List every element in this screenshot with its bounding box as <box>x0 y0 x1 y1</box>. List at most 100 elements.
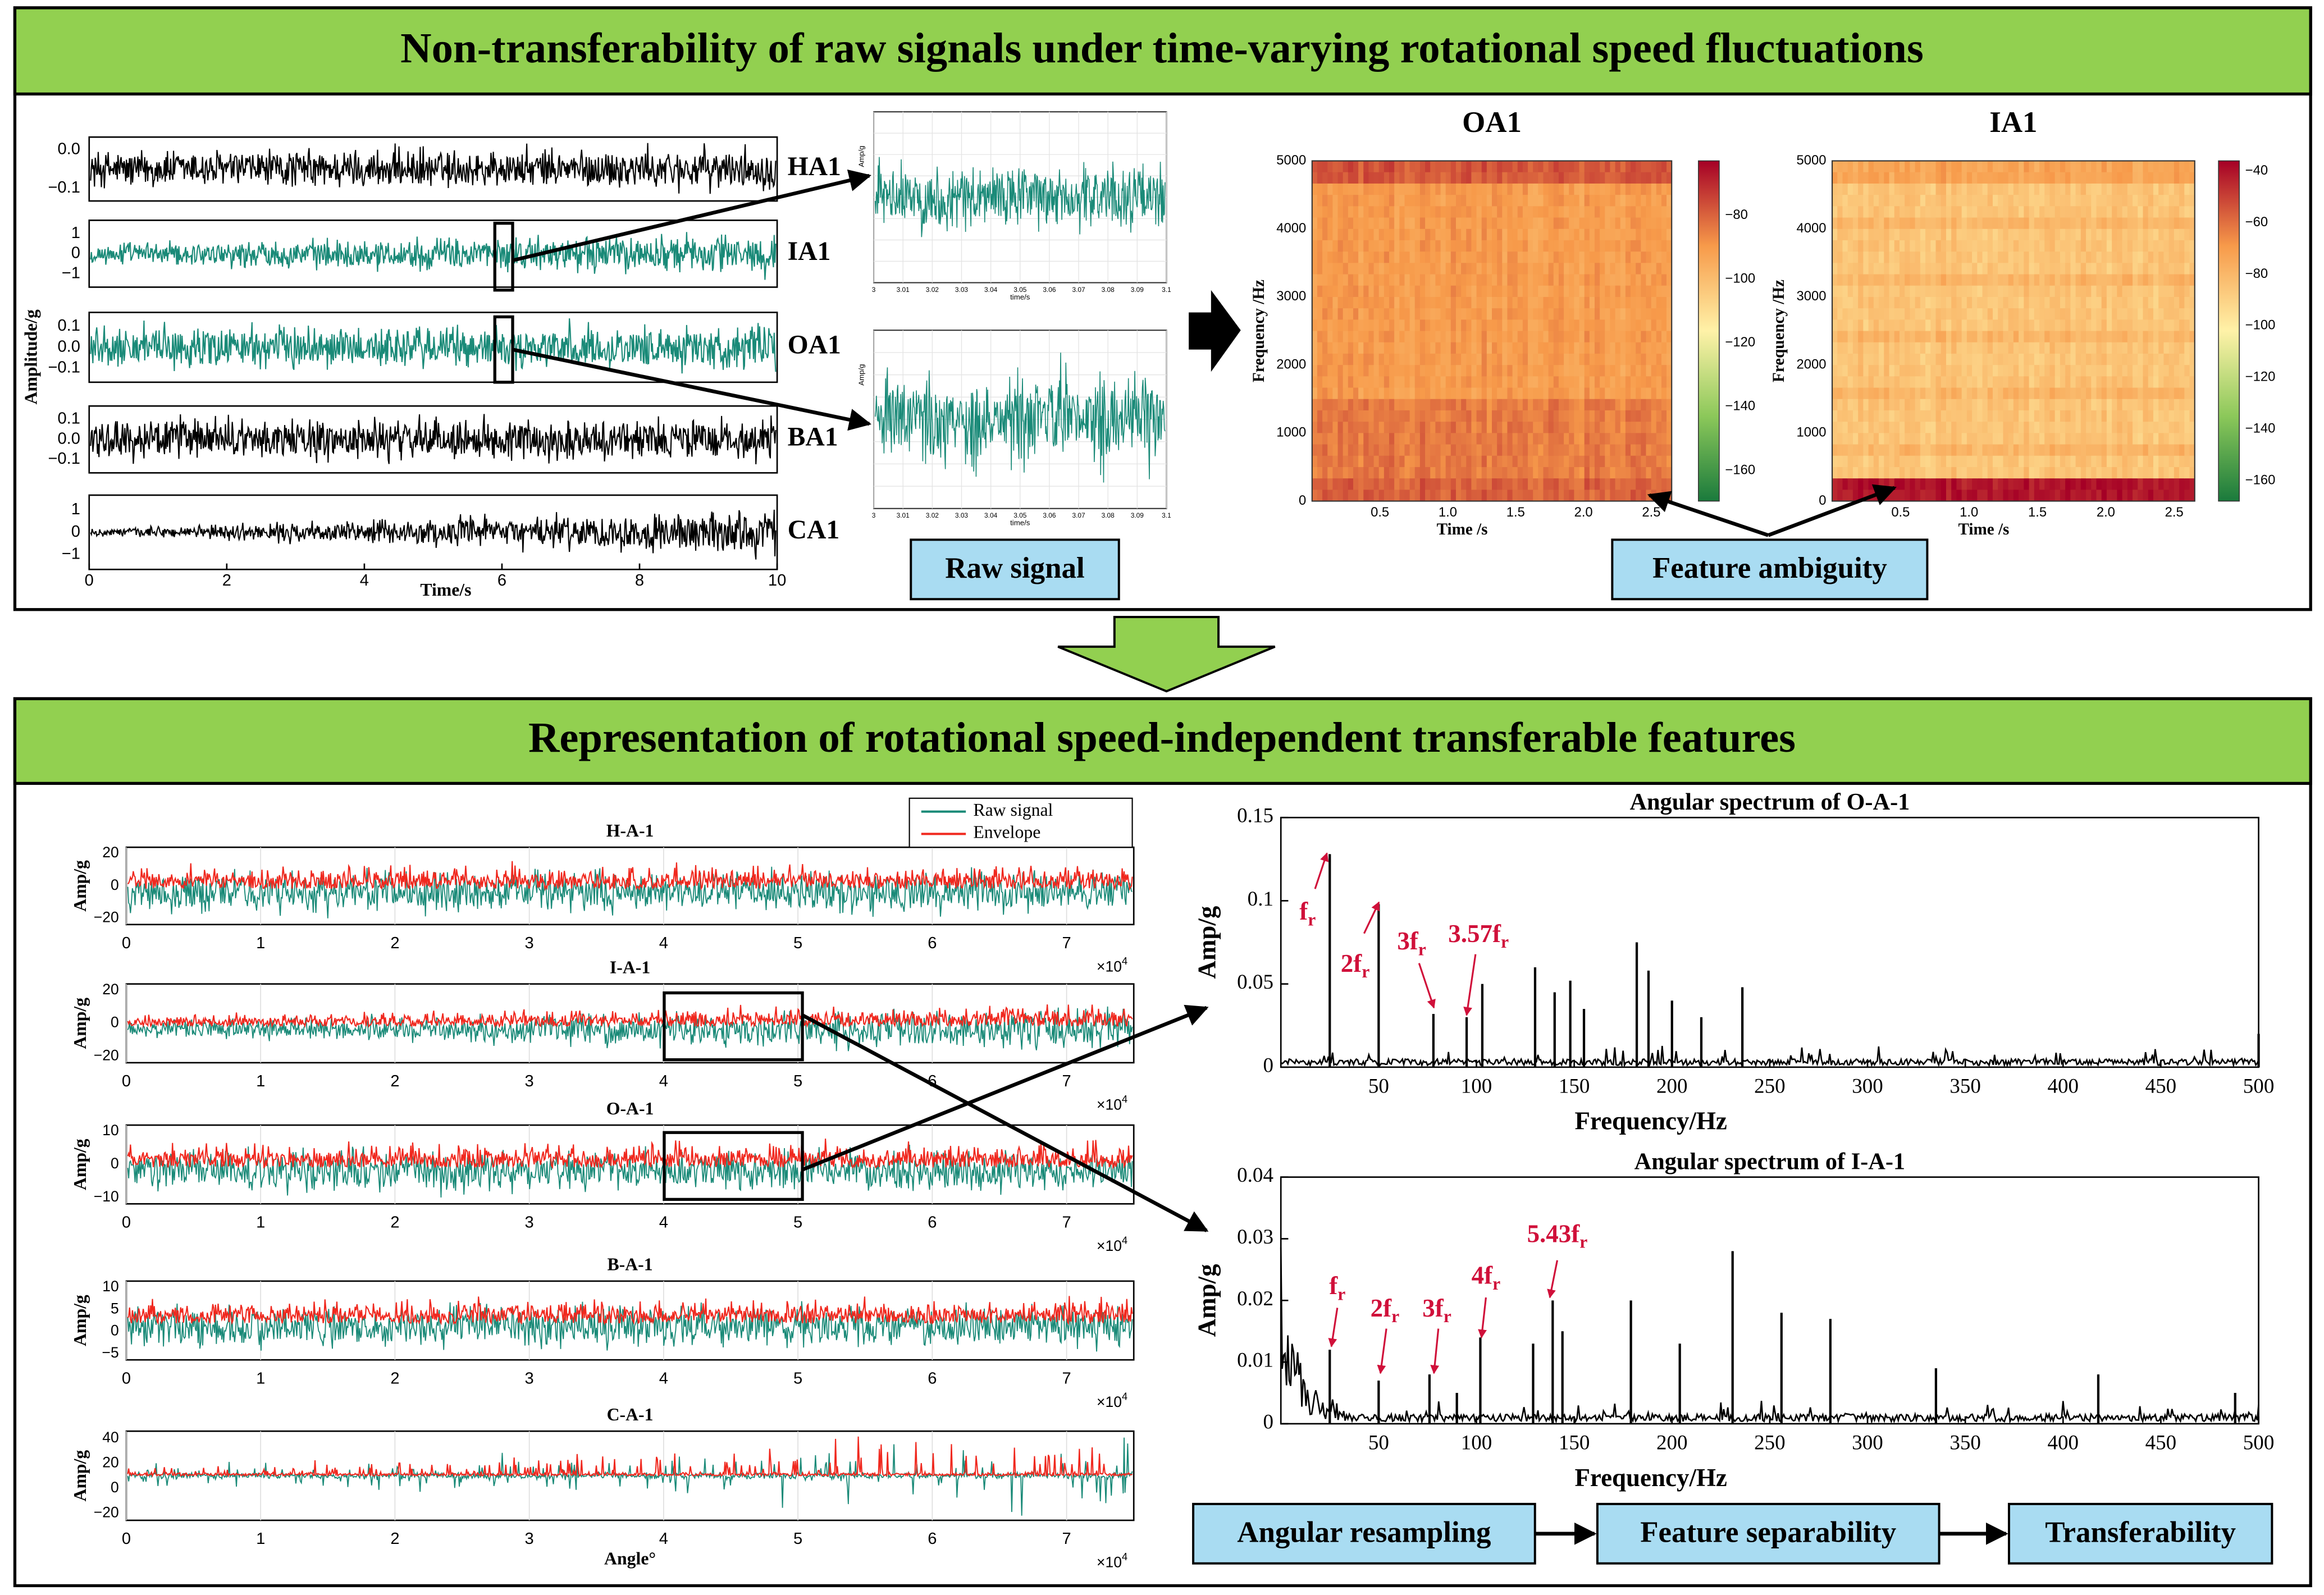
spectrogram-cell <box>2049 365 2056 377</box>
spectrogram-cell <box>1538 444 1544 456</box>
spectrogram-cell <box>2168 387 2175 400</box>
spectrogram-cell <box>2060 410 2066 422</box>
spectrogram-cell <box>1884 172 1890 184</box>
spectrogram-cell <box>1332 342 1339 354</box>
spectrogram-cell <box>1873 252 1879 264</box>
spectrogram-cell <box>1605 387 1611 400</box>
spectrogram-cell <box>2070 195 2076 207</box>
spectrogram-cell <box>2101 365 2107 377</box>
spectrogram-cell <box>2034 252 2040 264</box>
spectrogram-cell <box>2003 206 2009 218</box>
y-tick-label: 1 <box>71 500 80 518</box>
spectrogram-cell <box>1522 490 1528 502</box>
spectrogram-cell <box>1966 228 1973 241</box>
spectrogram-cell <box>1466 410 1472 422</box>
spectrogram-cell <box>1543 342 1549 354</box>
spectrogram-cell <box>2163 467 2170 479</box>
spectrogram-cell <box>1512 274 1518 286</box>
spectrogram-cell <box>1466 308 1472 321</box>
spectrogram-cell <box>1584 478 1590 491</box>
spectrogram-cell <box>2138 285 2144 298</box>
spectrogram-cell <box>1987 387 1993 400</box>
spectrogram-cell <box>1894 478 1900 491</box>
spectrogram-cell <box>1394 455 1400 468</box>
spectrogram-cell <box>1471 444 1477 456</box>
spectrogram-cell <box>1404 217 1410 230</box>
spectrogram-cell <box>1858 376 1864 389</box>
spectrogram-cell <box>1533 353 1539 365</box>
spectrogram-cell <box>1852 331 1859 343</box>
spectrogram-cell <box>2019 183 2025 195</box>
spectrogram-cell <box>2044 319 2051 332</box>
spectrogram-cell <box>1589 296 1595 309</box>
spectrogram-cell <box>2174 444 2180 456</box>
spectrogram-cell <box>2013 422 2019 434</box>
spectrogram-cell <box>1394 240 1400 252</box>
spectrogram-cell <box>1610 376 1616 389</box>
y-tick-label: 2000 <box>1796 357 1826 372</box>
spectrogram-cell <box>2133 376 2139 389</box>
spectrogram-cell <box>1615 263 1621 275</box>
spectrogram-cell <box>1399 240 1405 252</box>
spectrogram-cell <box>1425 353 1431 365</box>
spectrogram-cell <box>2080 478 2086 491</box>
spectrogram-cell <box>1666 252 1673 264</box>
annotation-sub: r <box>1391 1306 1399 1326</box>
spectrogram-cell <box>1656 228 1662 241</box>
spectrogram-cell <box>1394 342 1400 354</box>
spectrogram-cell <box>1455 217 1462 230</box>
spectrogram-cell <box>1879 478 1885 491</box>
spectrogram-cell <box>1399 296 1405 309</box>
spectrogram-cell <box>1327 161 1334 173</box>
spectrogram-cell <box>1615 331 1621 343</box>
spectrogram-cell <box>1832 444 1838 456</box>
spectrogram-cell <box>1502 240 1508 252</box>
spectrogram-cell <box>1610 228 1616 241</box>
spectrogram-cell <box>2133 422 2139 434</box>
spectrogram-cell <box>1425 285 1431 298</box>
spectrogram-cell <box>1951 172 1957 184</box>
spectrogram-cell <box>1889 399 1895 411</box>
spectrogram-cell <box>1512 399 1518 411</box>
spectrogram-cell <box>1993 274 1999 286</box>
spectrogram-cell <box>1512 478 1518 491</box>
spectrogram-cell <box>1837 376 1843 389</box>
spectrogram-cell <box>2122 365 2128 377</box>
spectrogram-cell <box>1579 342 1585 354</box>
spectrogram-cell <box>1982 296 1988 309</box>
spectrogram-cell <box>1348 206 1354 218</box>
spectrogram-cell <box>1476 331 1482 343</box>
spectrogram-cell <box>1863 252 1869 264</box>
spectrogram-cell <box>1425 296 1431 309</box>
spectrogram-cell <box>2070 172 2076 184</box>
plot-title: H-A-1 <box>606 821 654 840</box>
spectrogram-cell <box>2112 161 2118 173</box>
spectrogram-cell <box>1486 365 1492 377</box>
spectrogram-cell <box>1419 467 1426 479</box>
spectrogram-cell <box>1884 285 1890 298</box>
spectrogram-cell <box>1378 319 1385 332</box>
spectrogram-cell <box>2117 195 2123 207</box>
spectrogram-cell <box>1317 195 1323 207</box>
spectrogram-cell <box>2044 353 2051 365</box>
x-tick-label: 6 <box>928 1530 937 1548</box>
spectrogram-cell <box>1641 422 1647 434</box>
spectrogram-cell <box>2138 342 2144 354</box>
spectrogram-cell <box>2029 376 2035 389</box>
spectrogram-cell <box>1404 285 1410 298</box>
spectrogram-cell <box>1910 296 1916 309</box>
spectrogram-cell <box>1507 240 1513 252</box>
spectrogram-cell <box>2153 172 2159 184</box>
spectrogram-cell <box>1641 252 1647 264</box>
spectrogram-cell <box>1528 365 1533 377</box>
spectrogram-cell <box>1956 331 1962 343</box>
y-tick-label: 20 <box>102 844 118 861</box>
spectrogram-cell <box>1966 376 1973 389</box>
spectrogram-cell <box>1337 455 1344 468</box>
spectrogram-cell <box>1394 319 1400 332</box>
spectrogram-cell <box>1569 240 1575 252</box>
spectrogram-cell <box>1920 263 1926 275</box>
spectrogram-cell <box>1574 206 1580 218</box>
spectrogram-cell <box>2024 433 2030 445</box>
spectrogram-cell <box>1584 455 1590 468</box>
